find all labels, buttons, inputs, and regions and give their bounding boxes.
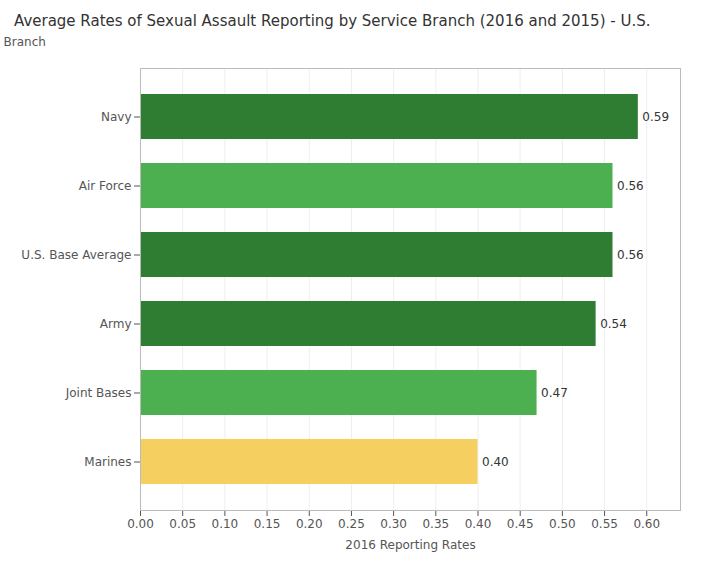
svg-text:0.54: 0.54 bbox=[600, 317, 627, 331]
svg-text:0.55: 0.55 bbox=[591, 517, 618, 531]
svg-text:Air Force: Air Force bbox=[79, 179, 132, 193]
svg-text:Joint Bases: Joint Bases bbox=[65, 386, 132, 400]
svg-text:Marines: Marines bbox=[84, 455, 131, 469]
svg-text:0.15: 0.15 bbox=[254, 517, 281, 531]
svg-text:0.25: 0.25 bbox=[338, 517, 365, 531]
svg-text:0.05: 0.05 bbox=[169, 517, 196, 531]
svg-text:0.30: 0.30 bbox=[380, 517, 407, 531]
svg-text:0.56: 0.56 bbox=[617, 248, 644, 262]
svg-text:0.35: 0.35 bbox=[422, 517, 449, 531]
svg-text:U.S. Base Average: U.S. Base Average bbox=[21, 248, 131, 262]
svg-text:0.40: 0.40 bbox=[482, 455, 509, 469]
svg-text:0.59: 0.59 bbox=[642, 110, 669, 124]
svg-text:0.00: 0.00 bbox=[127, 517, 154, 531]
svg-text:Branch: Branch bbox=[4, 35, 46, 49]
svg-text:Army: Army bbox=[100, 317, 132, 331]
svg-text:0.56: 0.56 bbox=[617, 179, 644, 193]
html-text:Average Rates of Sexual Assaul: Average Rates of Sexual Assault Reportin… bbox=[14, 12, 651, 30]
svg-text:0.50: 0.50 bbox=[549, 517, 576, 531]
svg-text:0.10: 0.10 bbox=[212, 517, 239, 531]
svg-text:0.60: 0.60 bbox=[633, 517, 660, 531]
svg-text:Navy: Navy bbox=[101, 110, 132, 124]
svg-text:0.47: 0.47 bbox=[541, 386, 568, 400]
svg-text:2016 Reporting Rates: 2016 Reporting Rates bbox=[345, 538, 475, 552]
svg-text:0.20: 0.20 bbox=[296, 517, 323, 531]
svg-text:0.40: 0.40 bbox=[465, 517, 492, 531]
svg-text:0.45: 0.45 bbox=[507, 517, 534, 531]
